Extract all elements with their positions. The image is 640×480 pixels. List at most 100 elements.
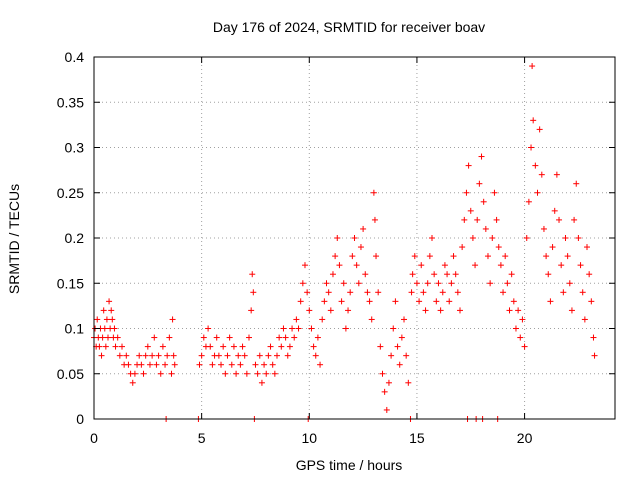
data-point <box>304 289 311 296</box>
data-point <box>273 352 280 359</box>
data-point <box>381 388 388 395</box>
data-point <box>351 235 358 241</box>
data-point <box>263 370 270 377</box>
data-point <box>136 352 143 359</box>
data-point <box>411 253 418 260</box>
data-point <box>237 361 244 368</box>
y-tick-label: 0.05 <box>57 366 84 382</box>
data-point <box>282 334 289 341</box>
data-point <box>577 262 584 269</box>
data-point <box>131 370 138 377</box>
data-point <box>529 63 536 70</box>
data-point <box>472 262 479 269</box>
data-point <box>338 298 345 305</box>
data-point <box>508 271 515 278</box>
data-point <box>521 343 528 350</box>
data-point <box>222 370 229 377</box>
data-point <box>151 334 158 341</box>
data-point <box>364 289 371 296</box>
data-point <box>286 343 293 350</box>
chart-title: Day 176 of 2024, SRMTID for receiver boa… <box>213 19 485 35</box>
data-point <box>426 253 433 260</box>
data-point <box>220 343 227 350</box>
data-point <box>297 298 304 305</box>
data-point <box>591 352 598 359</box>
x-tick-label: 20 <box>517 430 533 446</box>
data-point <box>439 289 446 296</box>
y-axis-ticks: 0 0.05 0.1 0.15 0.2 0.25 0.3 0.35 0.4 <box>57 49 615 427</box>
data-point <box>125 361 132 368</box>
data-point <box>138 361 145 368</box>
data-point <box>336 262 343 269</box>
data-point <box>575 235 582 241</box>
data-point <box>312 352 319 359</box>
data-point <box>396 361 403 368</box>
data-point <box>213 334 220 341</box>
data-point <box>444 271 451 278</box>
data-point <box>491 189 498 196</box>
data-point <box>420 289 427 296</box>
data-point <box>293 316 300 323</box>
data-point <box>94 316 101 323</box>
data-point <box>207 343 214 350</box>
data-point <box>116 352 123 359</box>
data-point <box>502 253 509 260</box>
data-point <box>543 253 550 260</box>
data-point <box>99 334 106 341</box>
data-point <box>398 334 405 341</box>
data-point <box>558 262 565 269</box>
data-point <box>373 253 380 260</box>
data-point <box>146 361 153 368</box>
data-point <box>104 334 111 341</box>
data-point <box>101 325 108 332</box>
data-point <box>377 343 384 350</box>
data-point <box>573 180 580 187</box>
data-point <box>588 298 595 305</box>
data-point <box>478 153 485 160</box>
data-point <box>456 307 463 314</box>
data-point <box>246 334 253 341</box>
data-point <box>547 298 554 305</box>
data-point <box>476 180 483 187</box>
data-point <box>401 316 408 323</box>
x-axis-ticks: 0 5 10 15 20 <box>90 57 533 446</box>
y-tick-label: 0.4 <box>65 49 85 65</box>
data-point <box>532 162 539 169</box>
data-point <box>241 352 248 359</box>
data-point <box>375 289 382 296</box>
data-point <box>267 343 274 350</box>
data-point <box>584 244 591 251</box>
data-point <box>366 298 373 305</box>
data-point <box>256 352 263 359</box>
data-point <box>103 316 110 323</box>
data-point <box>357 244 364 251</box>
data-point <box>528 144 535 151</box>
data-point <box>581 316 588 323</box>
data-point <box>545 271 552 278</box>
data-point <box>111 325 118 332</box>
data-point <box>100 307 107 314</box>
data-point <box>254 370 261 377</box>
data-point <box>579 289 586 296</box>
data-point <box>140 370 147 377</box>
data-point <box>422 307 429 314</box>
data-point <box>480 198 487 205</box>
data-point <box>371 216 378 223</box>
data-point <box>159 343 166 350</box>
data-point <box>379 370 386 377</box>
data-point <box>329 271 336 278</box>
data-point <box>517 334 524 341</box>
x-tick-label: 10 <box>302 430 318 446</box>
data-point <box>534 189 541 196</box>
data-point <box>413 280 420 287</box>
data-point <box>469 235 476 241</box>
data-point <box>564 253 571 260</box>
data-point <box>291 334 298 341</box>
data-point <box>248 307 255 314</box>
y-axis-label: SRMTID / TECUs <box>6 184 22 294</box>
data-point <box>340 280 347 287</box>
data-point <box>525 198 532 205</box>
data-point <box>482 225 489 232</box>
data-point <box>418 262 425 269</box>
data-point <box>252 361 259 368</box>
